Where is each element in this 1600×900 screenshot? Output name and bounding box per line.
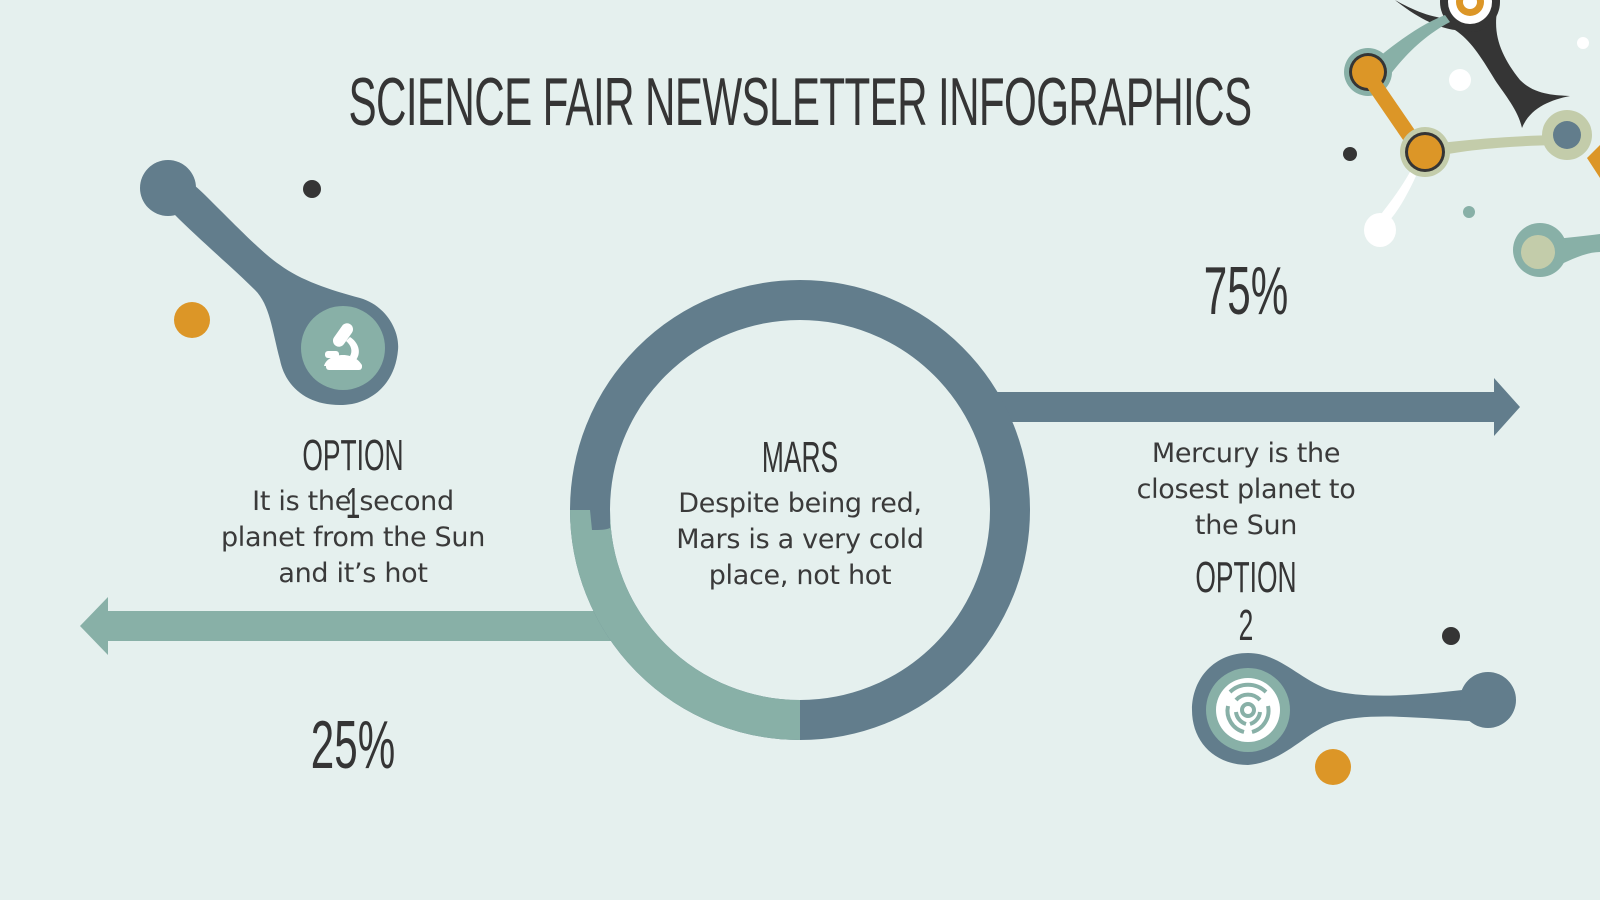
option2-text-line: closest planet to <box>1136 474 1356 505</box>
molecule-decoration <box>1343 0 1600 277</box>
option1-text-line: It is the second <box>252 486 454 517</box>
center-description: Despite being red, Mars is a very cold p… <box>640 486 960 594</box>
arrow-right <box>990 378 1520 436</box>
page-title: SCIENCE FAIR NEWSLETTER INFOGRAPHICS <box>348 64 1253 140</box>
dot-decoration <box>1315 749 1351 785</box>
dot-decoration <box>174 302 210 338</box>
option2-percent: 75% <box>1203 253 1289 329</box>
option2-heading: OPTION 2 <box>1195 553 1297 650</box>
radiation-icon <box>1225 682 1271 734</box>
option1-text-line: planet from the Sun <box>220 522 486 553</box>
center-heading: MARS <box>761 433 839 482</box>
center-text-line: place, not hot <box>708 560 892 591</box>
option2-text-line: the Sun <box>1194 510 1298 541</box>
option1-description: It is the second planet from the Sun and… <box>193 484 513 592</box>
dot-decoration <box>303 180 321 198</box>
arrow-left <box>80 597 616 655</box>
option2-description: Mercury is the closest planet to the Sun <box>1086 436 1406 544</box>
donut-chart <box>570 280 1030 740</box>
option1-percent: 25% <box>310 707 396 783</box>
center-text-line: Mars is a very cold <box>676 524 924 555</box>
option1-heading: OPTION 1 <box>302 431 404 528</box>
microscope-icon <box>324 323 362 370</box>
option1-text-line: and it’s hot <box>278 558 428 589</box>
option2-text-line: Mercury is the <box>1151 438 1341 469</box>
center-text-line: Despite being red, <box>678 488 922 519</box>
dot-decoration <box>1442 627 1460 645</box>
option1-pin <box>140 160 399 405</box>
